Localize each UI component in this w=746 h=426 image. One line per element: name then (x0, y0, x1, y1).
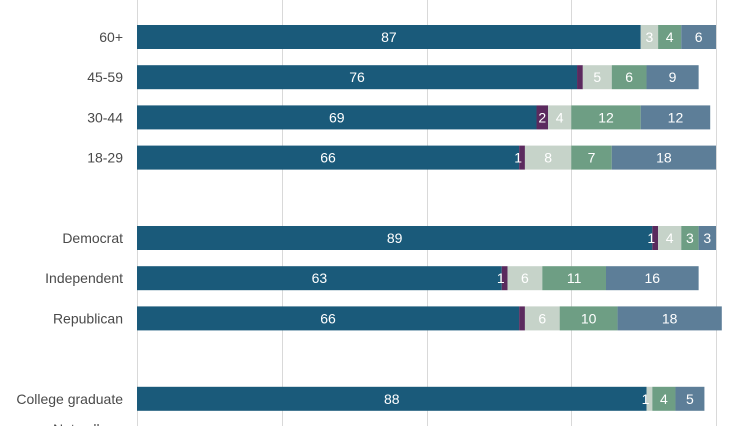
data-label: 12 (668, 109, 684, 125)
data-label: 18 (656, 150, 672, 166)
gridlines (137, 0, 717, 426)
data-label: 4 (660, 391, 668, 407)
bar-segment (548, 105, 572, 130)
bar-segment (611, 145, 716, 170)
bar-segment (524, 306, 560, 331)
data-label: 66 (320, 150, 336, 166)
bars (137, 25, 722, 411)
data-label: 87 (381, 29, 397, 45)
bar-segment (137, 266, 502, 291)
bar-segment (137, 226, 653, 250)
data-label: 88 (384, 391, 400, 407)
bar-segment (519, 306, 525, 331)
category-label: Independent (45, 270, 123, 286)
bar-segment (582, 65, 612, 90)
data-label: 6 (625, 69, 633, 85)
category-label-cut: Not college (53, 421, 123, 426)
bar-segment (640, 105, 711, 130)
data-label: 1 (642, 391, 650, 407)
bar-segment (137, 105, 537, 130)
bar-segment (675, 386, 705, 411)
data-label: 6 (521, 270, 529, 286)
bar-segment (507, 266, 543, 291)
data-label: 7 (588, 150, 596, 166)
bar-segment (652, 386, 676, 411)
data-label: 5 (593, 69, 601, 85)
data-label: 6 (538, 310, 546, 326)
data-label: 10 (581, 310, 597, 326)
data-label: 12 (598, 109, 614, 125)
bar-segment (524, 145, 572, 170)
bar-segment (519, 145, 525, 170)
bar-segment (536, 105, 549, 130)
data-label: 11 (567, 270, 582, 286)
data-label: 66 (320, 310, 336, 326)
data-label: 18 (662, 310, 678, 326)
data-label: 1 (497, 270, 505, 286)
data-label: 69 (329, 109, 345, 125)
bar-segment (698, 226, 716, 250)
bar-segment (501, 266, 508, 291)
data-label: 1 (514, 150, 522, 166)
bar-segment (681, 25, 716, 49)
bar-segment (542, 266, 606, 291)
bar-segment (646, 386, 653, 411)
bar-segment (137, 306, 520, 331)
category-label: 18-29 (87, 150, 123, 166)
category-label: Republican (53, 310, 123, 326)
bar-segment (617, 306, 722, 331)
data-label: 6 (695, 29, 703, 45)
bar-segment (681, 226, 699, 250)
bar-segment (605, 266, 699, 291)
bar-segment (137, 25, 641, 49)
bar-segment (658, 25, 682, 49)
bar-segment (652, 226, 659, 250)
bar-segment (658, 226, 682, 250)
bar-segment (137, 386, 647, 411)
data-label: 1 (647, 230, 655, 246)
data-label: 3 (646, 29, 654, 45)
data-label: 3 (686, 230, 694, 246)
category-label: Democrat (62, 230, 123, 246)
bar-segment (571, 145, 612, 170)
data-label: 3 (703, 230, 711, 246)
data-label: 4 (666, 29, 674, 45)
data-label: 9 (669, 69, 677, 85)
data-label: 8 (544, 150, 552, 166)
bar-segment (646, 65, 699, 90)
category-label: 45-59 (87, 69, 123, 85)
data-label: 76 (349, 69, 365, 85)
bar-segment (611, 65, 647, 90)
data-label: 5 (686, 391, 694, 407)
data-label: 4 (556, 109, 564, 125)
data-label: 4 (666, 230, 674, 246)
data-label: 63 (312, 270, 328, 286)
bar-segment (137, 145, 520, 170)
category-label: 60+ (99, 29, 123, 45)
category-label: College graduate (16, 391, 123, 407)
bar-segment (137, 65, 578, 90)
bar-segment (571, 105, 641, 130)
data-label: 2 (538, 109, 546, 125)
bar-segment (577, 65, 583, 90)
data-label: 89 (387, 230, 403, 246)
bar-segment (640, 25, 659, 49)
data-label: 16 (645, 270, 661, 286)
category-label: 30-44 (87, 109, 123, 125)
bar-segment (559, 306, 618, 331)
